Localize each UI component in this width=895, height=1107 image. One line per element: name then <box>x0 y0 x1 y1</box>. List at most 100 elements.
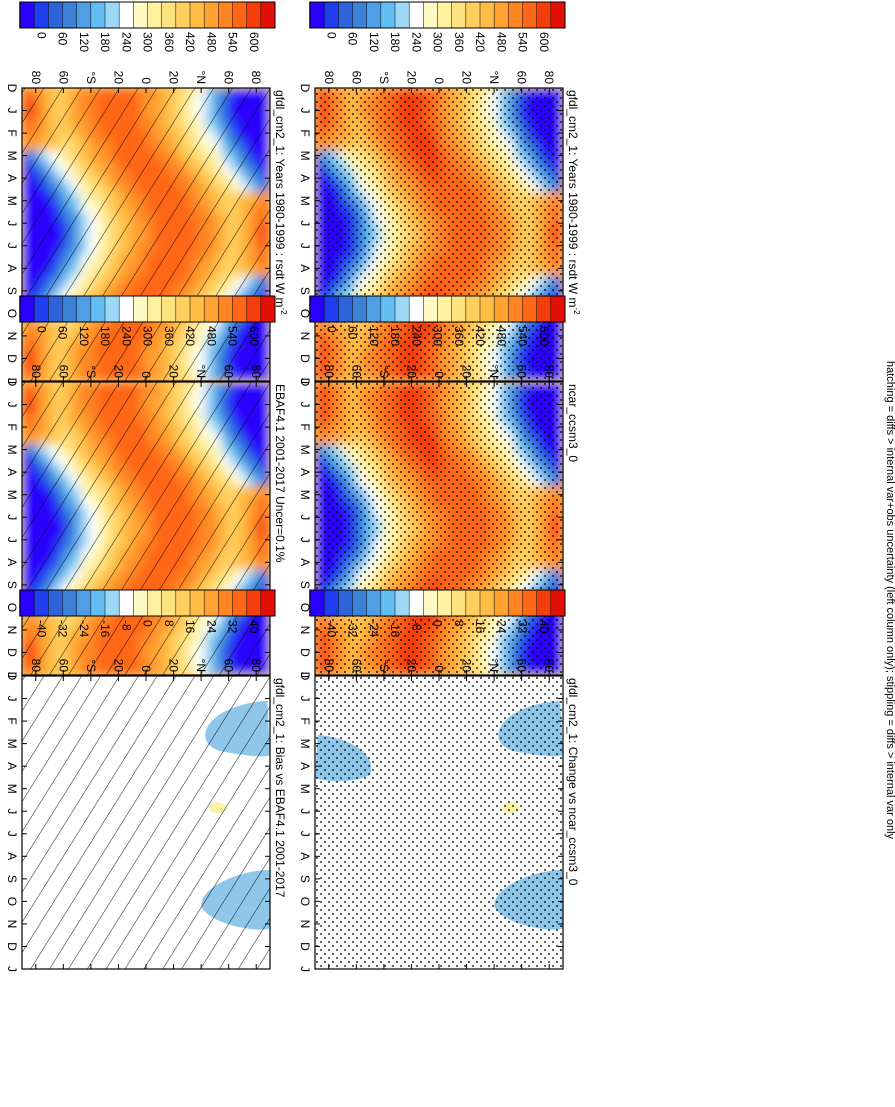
colorbar-bin <box>309 589 325 617</box>
colorbar-tick-label: 0 <box>324 326 338 333</box>
colorbar-bin <box>493 589 509 617</box>
x-tick-label: O <box>5 603 19 612</box>
colorbar-bin <box>175 295 191 323</box>
x-tick-label: J <box>5 672 19 678</box>
colorbar-bin <box>90 295 106 323</box>
x-tick-label: J <box>298 831 312 837</box>
x-tick-label: M <box>298 739 312 749</box>
x-tick-label: M <box>298 196 312 206</box>
colorbar-bin <box>260 295 276 323</box>
colorbar-tick-label: 120 <box>77 326 91 346</box>
colorbar-bin <box>450 1 467 29</box>
y-tick-label: 80 <box>249 659 263 673</box>
colorbar-bin <box>104 295 120 323</box>
colorbar-tick-label: 540 <box>516 32 530 52</box>
y-tick-label: 20 <box>404 71 418 85</box>
y-tick-label: 60 <box>515 71 529 85</box>
colorbar-tick-label: 360 <box>452 326 466 346</box>
y-tick-label: 80 <box>29 365 43 379</box>
colorbar-bin <box>203 1 219 29</box>
x-tick-label: D <box>298 942 312 951</box>
colorbar-tick-label: -24 <box>367 620 381 638</box>
x-tick-label: N <box>5 332 19 341</box>
colorbar-bin <box>535 589 552 617</box>
colorbar-tick-label: 120 <box>367 326 381 346</box>
y-tick-label: 0 <box>432 665 446 672</box>
x-tick-label: A <box>298 558 312 566</box>
x-tick-label: D <box>5 84 19 93</box>
y-tick-label: 80 <box>322 365 336 379</box>
x-tick-label: A <box>298 852 312 860</box>
colorbar-bin <box>61 589 77 617</box>
colorbar-bin <box>479 1 495 29</box>
x-tick-label: N <box>5 626 19 635</box>
colorbar-bin <box>550 1 566 29</box>
p-br-panel: DJFMAMJJASONDJ8060°N20020°S6080gfdl_cm2_… <box>298 659 580 972</box>
y-tick-label: 0 <box>432 371 446 378</box>
colorbar-tick-label: 60 <box>346 326 360 340</box>
colorbar-tick-label: -32 <box>346 620 360 638</box>
colorbar-bin <box>132 589 148 617</box>
colorbar-bin <box>118 589 134 617</box>
colorbar-tick-label: 420 <box>183 326 197 346</box>
x-tick-label: A <box>5 558 19 566</box>
y-tick-label: 80 <box>322 71 336 85</box>
colorbar-tick-label: 60 <box>56 326 70 340</box>
x-tick-label: M <box>5 784 19 794</box>
colorbar-tick-label: 300 <box>141 32 155 52</box>
y-tick-label: 60 <box>349 659 363 673</box>
colorbar-bin <box>408 1 424 29</box>
footnote: hatching = diffs > internal var+obs unce… <box>884 361 895 840</box>
colorbar-tick-label: -40 <box>34 620 48 638</box>
colorbar-bin <box>436 295 452 323</box>
x-tick-label: S <box>298 581 312 589</box>
colorbar-bin <box>422 589 438 617</box>
colorbar-bin <box>75 1 92 29</box>
colorbar-tick-label: -16 <box>98 620 112 638</box>
y-tick-label: 0 <box>432 77 446 84</box>
colorbar-tick-label: 24 <box>204 620 218 634</box>
colorbar-bin <box>535 295 552 323</box>
colorbar-bin <box>309 295 325 323</box>
colorbar-bin <box>365 589 382 617</box>
colorbar-bin <box>104 1 120 29</box>
x-tick-label: S <box>298 287 312 295</box>
p-ml-title: EBAF4.1 2001-2017 Uncer=0.1% <box>273 384 287 563</box>
colorbar-tick-label: 40 <box>537 620 551 634</box>
x-tick-label: M <box>5 445 19 455</box>
y-tick-label: 80 <box>249 365 263 379</box>
x-tick-label: J <box>5 966 19 972</box>
colorbar-bin <box>493 295 509 323</box>
y-tick-label: 20 <box>111 659 125 673</box>
x-tick-label: N <box>298 920 312 929</box>
colorbar-tick-label: 0 <box>141 620 155 627</box>
colorbar-frame <box>309 589 566 617</box>
x-tick-label: A <box>298 468 312 476</box>
colorbar-tick-label: 32 <box>516 620 530 634</box>
colorbar-tick-label: 300 <box>431 326 445 346</box>
colorbar-bin <box>465 295 481 323</box>
colorbar-bin <box>351 589 367 617</box>
y-tick-label: °S <box>377 659 391 672</box>
x-tick-label: J <box>5 831 19 837</box>
p-ul-title: gfdl_cm2_1: Years 1980-1999 : rsdt W m-2 <box>273 90 288 315</box>
y-tick-label: 0 <box>139 77 153 84</box>
y-tick-label: 80 <box>29 71 43 85</box>
x-tick-label: N <box>298 332 312 341</box>
colorbar-bin <box>479 295 495 323</box>
colorbar-tick-label: 360 <box>162 32 176 52</box>
x-tick-label: J <box>5 243 19 249</box>
x-tick-label: A <box>5 762 19 770</box>
colorbar-bin <box>436 589 452 617</box>
x-tick-label: F <box>5 129 19 136</box>
colorbar-bin <box>521 589 537 617</box>
x-tick-label: N <box>298 626 312 635</box>
y-tick-label: 80 <box>322 659 336 673</box>
x-tick-label: F <box>5 423 19 430</box>
colorbar-tick-label: -24 <box>77 620 91 638</box>
colorbar-bin <box>33 295 49 323</box>
y-tick-label: °S <box>84 71 98 84</box>
y-tick-label: 60 <box>515 365 529 379</box>
